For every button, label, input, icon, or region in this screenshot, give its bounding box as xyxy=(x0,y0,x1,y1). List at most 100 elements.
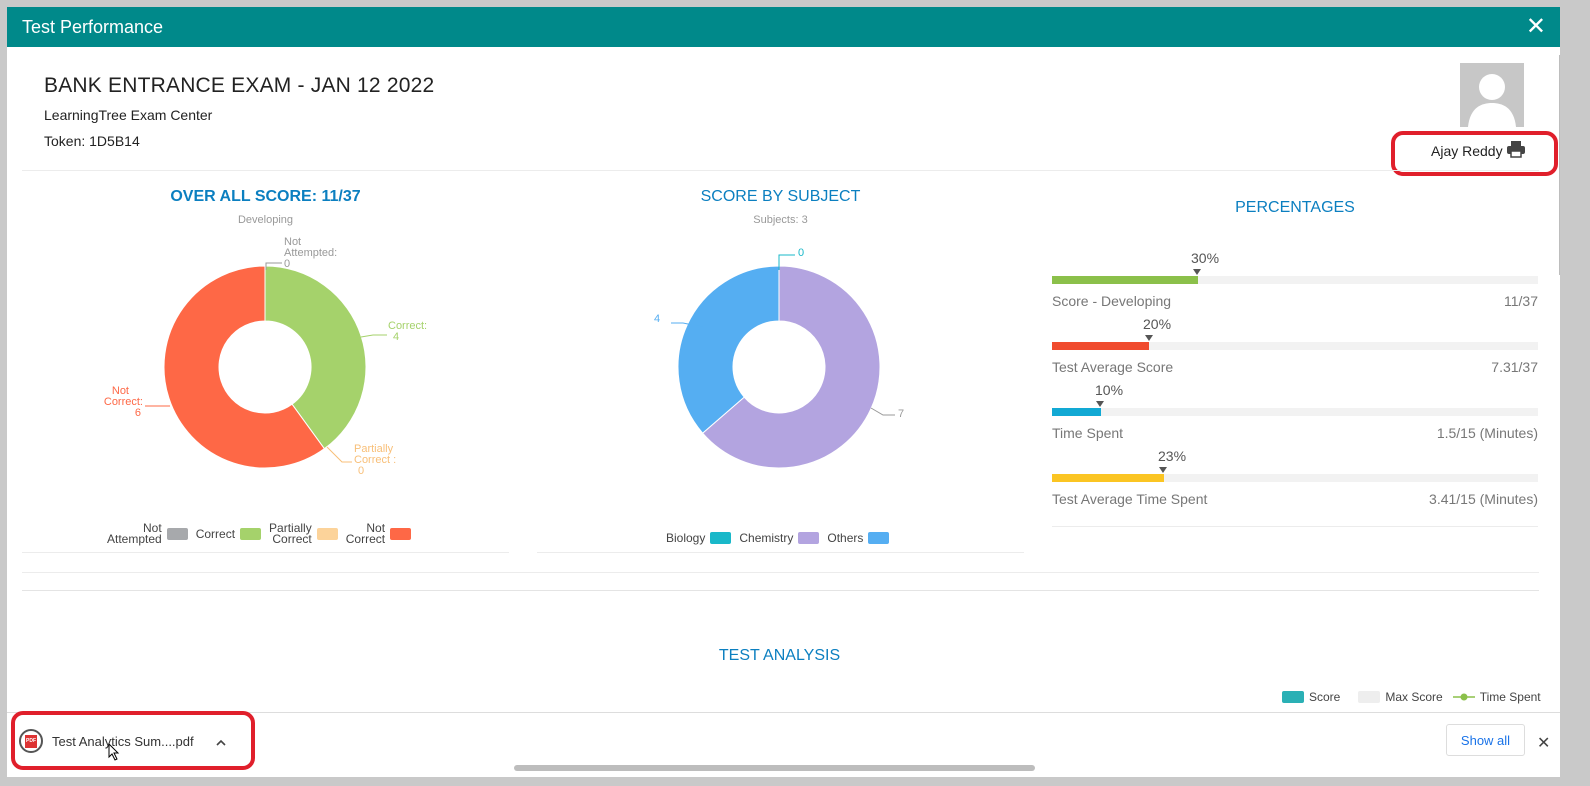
progress-pct: 10% xyxy=(1095,382,1124,398)
progress-name: Score - Developing xyxy=(1052,293,1172,309)
modal-titlebar: Test Performance ✕ xyxy=(7,7,1560,47)
progress-track xyxy=(1052,342,1538,350)
exam-center: LearningTree Exam Center xyxy=(44,107,213,123)
legend-label: Score xyxy=(1309,690,1341,704)
legend-swatch xyxy=(1358,691,1381,703)
progress-name: Test Average Time Spent xyxy=(1052,491,1208,507)
download-item[interactable]: PDF Test Analytics Sum....pdf xyxy=(19,729,226,753)
progress-track xyxy=(1052,474,1538,482)
progress-time-spent: 10% Time Spent 1.5/15 (Minutes) xyxy=(1052,382,1538,448)
divider xyxy=(1052,526,1538,527)
legend-item: Chemistry xyxy=(739,531,820,545)
legend-swatch xyxy=(710,532,732,544)
progress-pct: 30% xyxy=(1191,250,1220,266)
progress-fill xyxy=(1052,474,1164,482)
label-subject-top: 0 xyxy=(798,247,805,259)
progress-name: Test Average Score xyxy=(1052,359,1174,375)
close-icon[interactable]: ✕ xyxy=(1525,13,1546,40)
user-avatar-icon xyxy=(1460,63,1524,127)
close-downloads-icon[interactable]: ✕ xyxy=(1537,735,1551,752)
horizontal-scrollbar[interactable] xyxy=(514,765,1035,771)
legend-swatch xyxy=(166,528,188,540)
progress-test-average-time: 23% Test Average Time Spent 3.41/15 (Min… xyxy=(1052,448,1538,518)
slice-others[interactable] xyxy=(677,265,780,434)
user-info: Ajay Reddy xyxy=(1431,140,1526,161)
divider xyxy=(22,572,1539,573)
label-subject-right: 7 xyxy=(898,408,905,420)
exam-token: Token: 1D5B14 xyxy=(44,133,140,149)
vertical-scrollbar[interactable] xyxy=(1559,55,1560,275)
progress-pct: 23% xyxy=(1158,448,1187,464)
divider xyxy=(22,170,1539,171)
highlight-user-box xyxy=(1391,131,1558,176)
exam-title: BANK ENTRANCE EXAM - JAN 12 2022 xyxy=(44,74,435,97)
progress-marker xyxy=(1145,335,1153,341)
legend-swatch xyxy=(240,528,262,540)
show-all-button[interactable]: Show all xyxy=(1446,724,1525,756)
progress-marker xyxy=(1193,269,1201,275)
progress-fill xyxy=(1052,276,1198,284)
slice-correct[interactable] xyxy=(264,265,367,450)
percentages-title: PERCENTAGES xyxy=(1235,199,1355,216)
legend-swatch xyxy=(390,528,412,540)
printer-icon[interactable] xyxy=(1506,140,1526,161)
exam-header: BANK ENTRANCE EXAM - JAN 12 2022 Learnin… xyxy=(44,74,434,149)
progress-value: 7.31/37 xyxy=(1491,359,1538,375)
label-not-attempted: Not Attempted: 0 xyxy=(284,236,338,270)
test-analysis-legend: Score Max Score Time Spent xyxy=(1282,690,1541,704)
label-not-correct: Not Correct: 6 xyxy=(103,385,143,419)
overall-score-subtitle: Developing xyxy=(237,214,294,226)
progress-fill xyxy=(1052,408,1101,416)
user-name: Ajay Reddy xyxy=(1431,142,1503,159)
progress-name: Time Spent xyxy=(1052,425,1124,441)
legend-swatch xyxy=(1282,691,1304,703)
legend-swatch xyxy=(868,532,890,544)
progress-track xyxy=(1052,408,1538,416)
progress-marker xyxy=(1159,467,1167,473)
legend-swatch xyxy=(798,532,820,544)
overall-score-donut-chart xyxy=(163,265,367,469)
pdf-icon: PDF xyxy=(19,729,43,753)
legend-item: Correct xyxy=(196,528,262,540)
subject-leader-lines xyxy=(671,254,895,416)
legend-line-marker xyxy=(1452,693,1475,701)
legend-item: Partially Correct xyxy=(269,522,338,545)
progress-pct: 20% xyxy=(1143,316,1172,332)
legend-item: Others xyxy=(827,531,890,545)
progress-fill xyxy=(1052,342,1150,350)
label-partially-correct: Partially Correct :0 xyxy=(354,443,397,477)
slice-chemistry[interactable] xyxy=(701,265,881,469)
score-by-subject-subtitle: Subjects: 3 xyxy=(753,214,808,226)
legend-item: Biology xyxy=(666,531,732,545)
overall-legend: Not Attempted Correct Partially Correct No… xyxy=(107,522,419,545)
progress-value: 1.5/15 (Minutes) xyxy=(1436,425,1538,441)
progress-test-average-score: 20% Test Average Score 7.31/37 xyxy=(1052,316,1538,382)
divider xyxy=(22,590,1539,591)
divider xyxy=(22,552,509,553)
label-subject-left: 4 xyxy=(654,313,661,325)
score-by-subject-donut-chart xyxy=(677,265,881,469)
download-file-name[interactable]: Test Analytics Sum....pdf xyxy=(52,733,194,749)
progress-value: 3.41/15 (Minutes) xyxy=(1429,491,1538,507)
progress-score-developing: 30% Score - Developing 11/37 xyxy=(1052,250,1538,316)
progress-marker xyxy=(1096,401,1104,407)
highlight-download-box xyxy=(11,711,255,770)
legend-swatch xyxy=(316,528,338,540)
mouse-cursor-icon xyxy=(108,743,120,761)
progress-value: 11/37 xyxy=(1504,293,1538,309)
legend-label: Max Score xyxy=(1385,690,1443,704)
test-analysis-title: TEST ANALYSIS xyxy=(718,647,841,664)
divider xyxy=(537,552,1024,553)
legend-label: Time Spent xyxy=(1479,690,1541,704)
overall-score-title: OVER ALL SCORE: 11/37 xyxy=(170,188,361,205)
score-by-subject-title: SCORE BY SUBJECT xyxy=(700,188,861,205)
overall-leader-lines xyxy=(145,262,387,463)
slice-not-correct[interactable] xyxy=(163,265,326,469)
label-correct: Correct: 4 xyxy=(388,320,428,343)
legend-item: Not Correct xyxy=(346,522,412,545)
modal-title: Test Performance xyxy=(22,16,164,37)
subject-legend: Biology Chemistry Others xyxy=(666,531,897,545)
test-performance-modal: Test Performance ✕ BANK ENTRANCE EXAM - … xyxy=(7,7,1560,777)
legend-item: Not Attempted xyxy=(107,522,188,545)
chevron-up-icon[interactable] xyxy=(216,734,226,749)
